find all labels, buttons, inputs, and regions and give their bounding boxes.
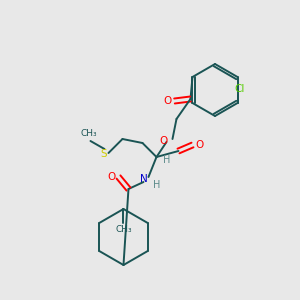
Text: O: O: [159, 136, 168, 146]
Text: N: N: [140, 174, 147, 184]
Text: CH₃: CH₃: [80, 130, 97, 139]
Text: H: H: [153, 180, 160, 190]
Text: S: S: [100, 149, 107, 159]
Text: Cl: Cl: [234, 84, 245, 94]
Text: O: O: [107, 172, 116, 182]
Text: H: H: [163, 155, 170, 165]
Text: O: O: [195, 140, 204, 150]
Text: O: O: [164, 96, 172, 106]
Text: CH₃: CH₃: [115, 224, 132, 233]
